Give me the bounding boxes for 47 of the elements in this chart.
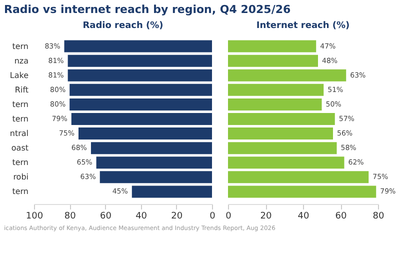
y-tick-label: tern <box>12 187 28 196</box>
bar <box>228 186 376 198</box>
y-tick-label: tern <box>12 42 28 51</box>
bar <box>228 113 335 125</box>
x-tick-label: 20 <box>171 212 183 222</box>
y-tick-label: tern <box>12 158 28 168</box>
y-tick-label: nza <box>14 56 29 66</box>
bar <box>228 171 369 184</box>
y-tick-label: Rift <box>14 85 28 94</box>
bar <box>78 128 212 140</box>
bar <box>96 156 212 169</box>
x-tick-label: 100 <box>26 212 44 222</box>
bar <box>132 186 212 198</box>
x-tick-label: 40 <box>136 212 148 222</box>
bar <box>68 69 212 82</box>
bar <box>70 98 212 110</box>
x-tick-label: 0 <box>226 212 232 222</box>
bar <box>90 142 212 154</box>
x-tick-label: 80 <box>64 212 76 222</box>
bar <box>100 171 212 184</box>
bar <box>228 84 324 96</box>
y-tick-label: tern <box>12 114 28 124</box>
x-tick-label: 80 <box>372 212 384 222</box>
bar <box>228 54 318 67</box>
chart-subtitle: Radio reach (%) <box>82 21 164 31</box>
y-tick-label: ntral <box>10 129 28 138</box>
bar <box>70 84 212 96</box>
y-tick-label: robi <box>13 172 28 182</box>
x-tick-label: 60 <box>100 212 112 222</box>
bar <box>64 40 212 52</box>
bar <box>228 128 333 140</box>
bar <box>228 40 316 52</box>
bar <box>71 113 212 125</box>
y-tick-label: oast <box>11 144 28 153</box>
y-tick-label: Lake <box>10 70 29 80</box>
bar <box>68 54 212 67</box>
bar <box>228 98 322 110</box>
y-tick-label: tern <box>12 100 28 109</box>
x-tick-label: 40 <box>298 212 310 222</box>
x-tick-label: 60 <box>335 212 347 222</box>
x-tick-label: 0 <box>210 212 216 222</box>
bar <box>228 142 337 154</box>
chart-title: Radio vs internet reach by region, Q4 2025/26 <box>4 3 292 16</box>
x-tick-label: 20 <box>260 212 272 222</box>
bar <box>228 156 344 169</box>
bar <box>228 69 346 82</box>
chart-subtitle: Internet reach (%) <box>256 21 350 31</box>
